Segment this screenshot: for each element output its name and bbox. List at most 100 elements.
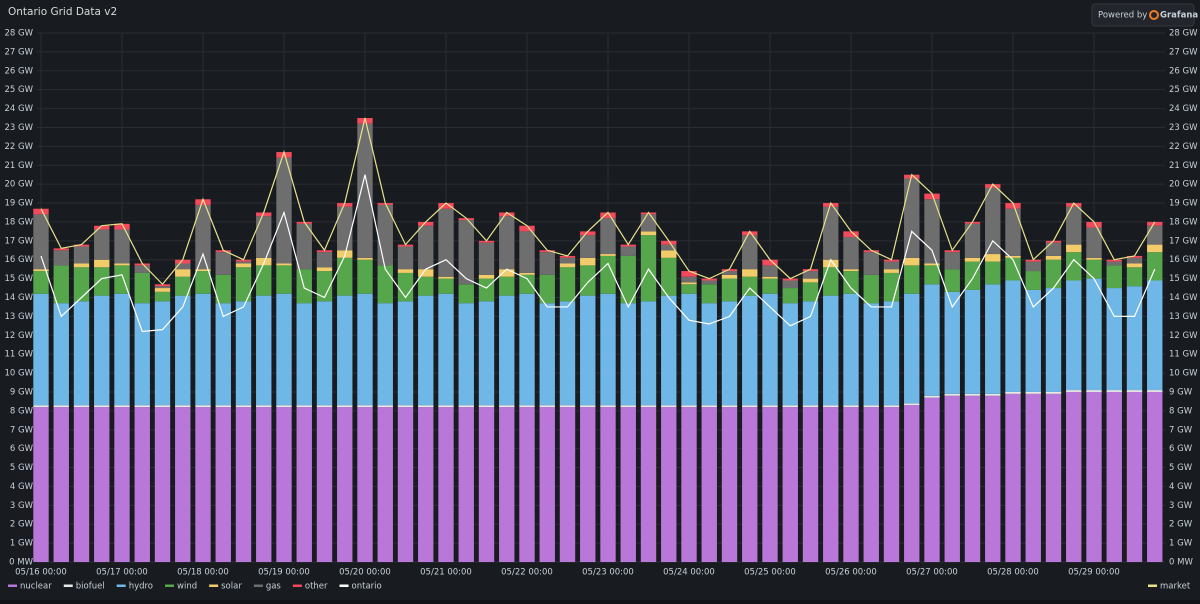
bar-segment <box>802 269 819 272</box>
bar-segment <box>397 405 414 408</box>
bar-segment <box>73 405 90 408</box>
legend-label[interactable]: hydro <box>129 582 153 592</box>
x-tick-label: 05/20 00:00 <box>339 568 391 578</box>
bar-segment <box>418 407 434 562</box>
bar-segment <box>600 255 616 294</box>
bar-segment <box>1025 391 1041 394</box>
bar-segment <box>782 407 798 562</box>
bar-segment <box>1045 391 1062 394</box>
bar-segment <box>256 407 272 562</box>
y-tick-label: 17 GW <box>4 236 33 246</box>
bar-segment <box>1005 208 1021 256</box>
bar-segment <box>843 269 859 272</box>
x-tick-label: 05/21 00:00 <box>420 568 472 578</box>
legend-label[interactable]: market <box>1160 582 1191 592</box>
y2-tick-label: 6 GW <box>1169 444 1193 454</box>
bar-segment <box>337 295 353 406</box>
bar-segment <box>33 214 49 270</box>
y2-tick-label: 22 GW <box>1169 142 1198 152</box>
legend-label[interactable]: solar <box>221 582 242 592</box>
bar-segment <box>1106 259 1122 262</box>
bar-segment <box>559 255 576 258</box>
bar-segment <box>256 216 272 258</box>
bar-segment <box>175 405 191 408</box>
bar-segment <box>924 265 940 285</box>
y2-tick-label: 19 GW <box>1169 199 1198 209</box>
bar-segment <box>1126 267 1143 287</box>
y2-tick-label: 11 GW <box>1169 350 1198 360</box>
bar-segment <box>802 282 819 302</box>
bar-segment <box>215 303 231 406</box>
bar-segment <box>721 269 738 272</box>
y-tick-label: 28 GW <box>4 29 33 39</box>
bar-segment <box>701 278 717 281</box>
y-tick-label: 26 GW <box>4 66 33 76</box>
y-tick-label: 0 MW <box>9 558 33 568</box>
legend-label[interactable]: gas <box>266 582 282 592</box>
bar-segment <box>397 269 414 273</box>
bar-segment <box>478 240 495 243</box>
bar-segment <box>762 278 778 294</box>
legend-label[interactable]: biofuel <box>76 582 105 592</box>
legend-label[interactable]: nuclear <box>20 582 52 592</box>
bar-segment <box>701 284 717 304</box>
y-tick-label: 18 GW <box>4 217 33 227</box>
bar-segment <box>134 263 150 266</box>
legend-label[interactable]: wind <box>177 582 197 592</box>
bar-segment <box>276 407 292 562</box>
bar-segment <box>1066 391 1082 562</box>
bar-segment <box>1126 255 1143 258</box>
bar-segment <box>863 405 879 408</box>
bar-segment <box>539 407 555 562</box>
powered-by-badge[interactable] <box>1091 3 1195 27</box>
bar-segment <box>802 407 819 562</box>
bar-segment <box>519 272 535 275</box>
legend-label[interactable]: ontario <box>352 582 382 592</box>
bar-segment <box>762 407 778 562</box>
bar-segment <box>276 263 292 266</box>
bar-segment <box>1147 221 1163 226</box>
y2-tick-label: 9 GW <box>1169 387 1193 397</box>
bar-segment <box>357 118 373 124</box>
powered-by: Powered by <box>1098 11 1147 21</box>
bar-segment <box>721 407 738 562</box>
bar-segment <box>620 405 636 408</box>
bar-segment <box>762 265 778 277</box>
bar-segment <box>235 259 252 262</box>
bar-segment <box>924 395 940 398</box>
y-tick-label: 4 GW <box>10 482 34 492</box>
bar-segment <box>742 407 758 562</box>
bar-segment <box>94 407 110 562</box>
bar-segment <box>924 193 940 200</box>
bar-segment <box>499 216 515 270</box>
bar-segment <box>1086 257 1102 260</box>
bar-segment <box>823 206 839 260</box>
bar-segment <box>73 244 90 247</box>
bar-segment <box>1147 390 1163 392</box>
bar-segment <box>499 405 515 408</box>
bar-segment <box>1025 289 1041 392</box>
y2-tick-label: 14 GW <box>1169 293 1198 303</box>
bar-segment <box>418 405 434 408</box>
bar-segment <box>1086 390 1102 392</box>
bar-segment <box>863 407 879 562</box>
bar-segment <box>640 231 657 236</box>
bar-segment <box>114 263 130 266</box>
bar-segment <box>640 407 657 562</box>
bar-segment <box>661 244 677 251</box>
bar-segment <box>802 405 819 408</box>
legend-label[interactable]: other <box>305 582 328 592</box>
y-tick-label: 19 GW <box>4 199 33 209</box>
bar-segment <box>276 265 292 294</box>
bar-segment <box>1086 391 1102 562</box>
bar-segment <box>985 261 1001 285</box>
y-tick-label: 21 GW <box>4 161 33 171</box>
bar-segment <box>924 397 940 562</box>
bar-segment <box>33 271 49 294</box>
bar-segment <box>175 295 191 406</box>
bar-segment <box>316 271 333 302</box>
bar-segment <box>215 407 231 562</box>
y2-tick-label: 23 GW <box>1169 123 1198 133</box>
bar-segment <box>1106 288 1122 391</box>
bar-segment <box>276 405 292 408</box>
